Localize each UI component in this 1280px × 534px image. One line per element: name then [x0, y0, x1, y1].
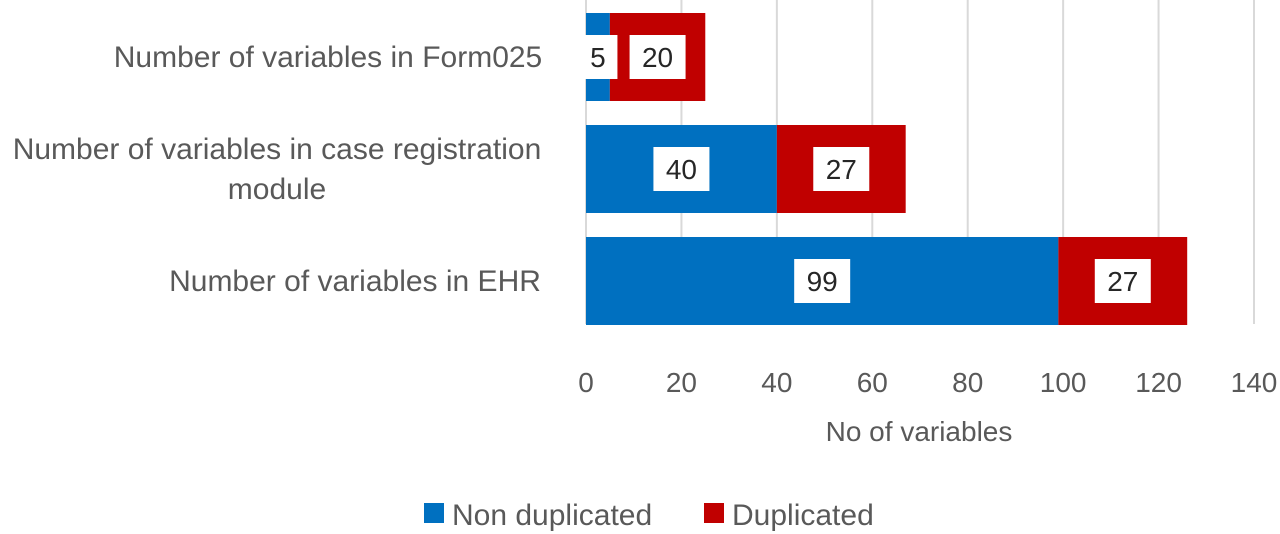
- data-labels: 5 20 40 27 99 27: [578, 35, 1151, 303]
- data-label-box: [629, 35, 686, 79]
- x-axis-title: No of variables: [826, 416, 1013, 447]
- data-label-value: 27: [1107, 266, 1138, 297]
- data-label: 5: [578, 35, 618, 79]
- x-tick-label: 80: [952, 367, 983, 398]
- data-label-value: 40: [666, 154, 697, 185]
- legend-label: Non duplicated: [452, 499, 652, 532]
- legend-swatch: [424, 503, 444, 523]
- data-label: 20: [629, 35, 686, 79]
- x-tick-label: 100: [1040, 367, 1087, 398]
- x-tick-label: 140: [1231, 367, 1278, 398]
- data-label-box: [578, 35, 618, 79]
- data-label-value: 27: [826, 154, 857, 185]
- x-tick-label: 40: [761, 367, 792, 398]
- data-label-box: [794, 259, 851, 303]
- legend-item: Non duplicated: [424, 499, 652, 532]
- x-tick-label: 20: [666, 367, 697, 398]
- x-tick-label: 120: [1135, 367, 1182, 398]
- data-label-value: 5: [590, 42, 606, 73]
- data-label-box: [813, 147, 870, 191]
- category-labels: Number of variables in Form025 Number of …: [13, 41, 543, 298]
- category-label: Number of variables in EHR: [169, 265, 541, 298]
- data-label: 27: [813, 147, 870, 191]
- data-label: 40: [653, 147, 710, 191]
- data-label: 27: [1094, 259, 1151, 303]
- data-label-value: 20: [642, 42, 673, 73]
- legend-label: Duplicated: [732, 499, 874, 532]
- category-label: Number of variables in Form025: [114, 41, 543, 74]
- category-label: Number of variables in case registration…: [13, 133, 542, 206]
- data-label-value: 99: [807, 266, 838, 297]
- x-tick-label: 0: [578, 367, 594, 398]
- data-label: 99: [794, 259, 851, 303]
- x-tick-label: 60: [857, 367, 888, 398]
- data-label-box: [653, 147, 710, 191]
- data-label-box: [1094, 259, 1151, 303]
- legend-swatch: [704, 503, 724, 523]
- legend-item: Duplicated: [704, 499, 874, 532]
- x-tick-labels: 0 20 40 60 80 100 120 140: [578, 367, 1277, 398]
- legend: Non duplicated Duplicated: [424, 499, 874, 532]
